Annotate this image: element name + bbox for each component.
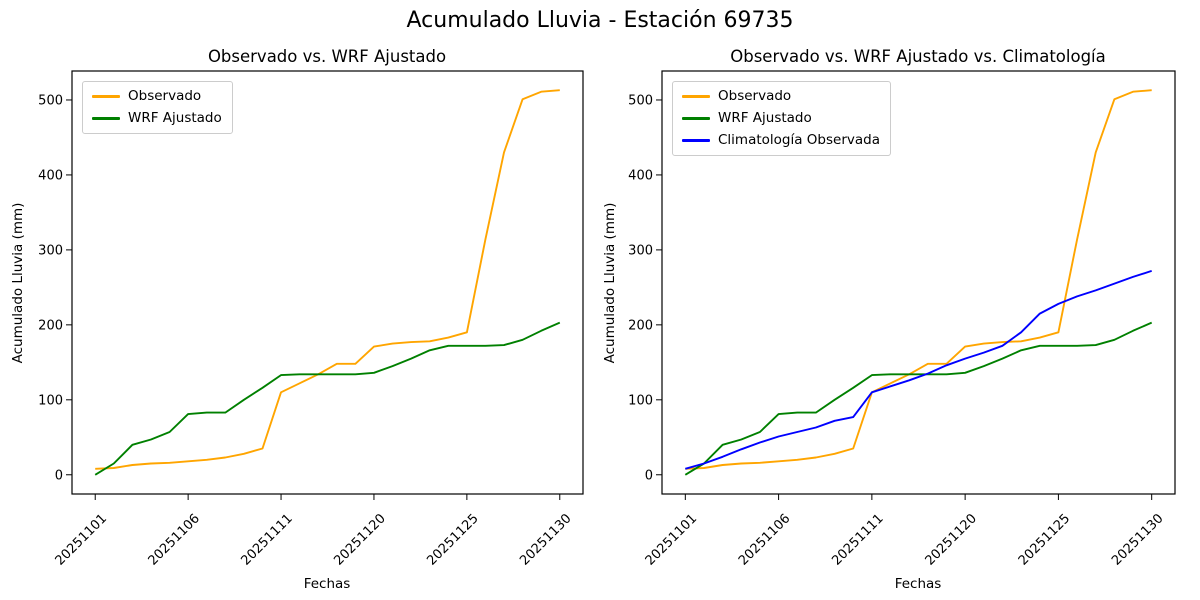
y-axis-tick-label: 400 bbox=[628, 168, 653, 183]
x-axis-tick-label: 20251101 bbox=[643, 511, 700, 568]
left-chart-title: Observado vs. WRF Ajustado bbox=[208, 47, 446, 66]
legend-line-swatch bbox=[92, 95, 120, 98]
x-axis-tick-label: 20251111 bbox=[238, 511, 295, 568]
y-axis-tick-label: 100 bbox=[38, 393, 63, 408]
figure-title: Acumulado Lluvia - Estación 69735 bbox=[407, 8, 794, 33]
y-axis-tick-label: 0 bbox=[55, 468, 63, 483]
legend-line-swatch bbox=[682, 117, 710, 120]
legend-item: WRF Ajustado bbox=[92, 111, 222, 126]
legend-label: WRF Ajustado bbox=[128, 110, 222, 126]
left-x-axis-label: Fechas bbox=[304, 576, 351, 592]
legend-label: Climatología Observada bbox=[718, 132, 880, 148]
right-chart-title: Observado vs. WRF Ajustado vs. Climatolo… bbox=[730, 47, 1106, 66]
legend-label: Observado bbox=[718, 88, 792, 104]
x-axis-tick-label: 20251130 bbox=[1109, 511, 1166, 568]
x-axis-tick-label: 20251106 bbox=[736, 511, 793, 568]
x-axis-tick-label: 20251101 bbox=[53, 511, 110, 568]
x-axis-tick-label: 20251130 bbox=[517, 511, 574, 568]
left-chart-axes: 0 100 200 300 400 500 20251101 20251106 20251111… bbox=[38, 70, 584, 569]
x-axis-tick-label: 20251125 bbox=[1016, 511, 1073, 568]
legend: Observado WRF Ajustado Climatología Observ… bbox=[672, 81, 891, 156]
x-axis-tick-label: 20251106 bbox=[146, 511, 203, 568]
legend-item: Observado bbox=[682, 89, 880, 104]
series-line-wrf-ajustado bbox=[94, 321, 561, 476]
series-line-observado bbox=[685, 89, 1152, 470]
right-y-axis-label: Acumulado Lluvia (mm) bbox=[602, 203, 618, 364]
axes-frame bbox=[661, 70, 1176, 495]
x-axis-tick-label: 20251120 bbox=[923, 511, 980, 568]
series-line-climatología-observada bbox=[685, 269, 1152, 470]
legend-line-swatch bbox=[682, 95, 710, 98]
y-axis-tick-label: 300 bbox=[628, 243, 653, 258]
x-axis-tick-label: 20251111 bbox=[829, 511, 886, 568]
y-axis-tick-label: 100 bbox=[628, 393, 653, 408]
series-line-observado bbox=[95, 89, 560, 470]
y-axis-tick-label: 400 bbox=[38, 168, 63, 183]
legend-item: Climatología Observada bbox=[682, 133, 880, 148]
left-y-axis-label: Acumulado Lluvia (mm) bbox=[10, 203, 26, 364]
axes-frame bbox=[71, 70, 584, 495]
legend-line-swatch bbox=[682, 139, 710, 142]
y-axis-tick-label: 500 bbox=[628, 93, 653, 108]
x-axis-tick-label: 20251125 bbox=[424, 511, 481, 568]
legend: Observado WRF Ajustado bbox=[82, 81, 233, 134]
y-axis-tick-label: 200 bbox=[628, 318, 653, 333]
series-line-wrf-ajustado bbox=[684, 321, 1153, 476]
legend-label: Observado bbox=[128, 88, 202, 104]
y-axis-tick-label: 500 bbox=[38, 93, 63, 108]
legend-label: WRF Ajustado bbox=[718, 110, 812, 126]
legend-item: WRF Ajustado bbox=[682, 111, 880, 126]
y-axis-tick-label: 300 bbox=[38, 243, 63, 258]
y-axis-tick-label: 200 bbox=[38, 318, 63, 333]
right-x-axis-label: Fechas bbox=[895, 576, 942, 592]
y-axis-tick-label: 0 bbox=[645, 468, 653, 483]
legend-line-swatch bbox=[92, 117, 120, 120]
legend-item: Observado bbox=[92, 89, 222, 104]
x-axis-tick-label: 20251120 bbox=[331, 511, 388, 568]
